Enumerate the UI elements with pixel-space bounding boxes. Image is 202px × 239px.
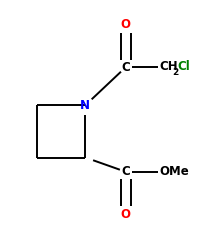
Text: 2: 2 bbox=[172, 68, 178, 77]
Text: C: C bbox=[121, 165, 129, 178]
Text: Cl: Cl bbox=[176, 60, 189, 73]
Text: CH: CH bbox=[158, 60, 177, 73]
Text: O: O bbox=[120, 18, 130, 31]
Text: OMe: OMe bbox=[158, 165, 188, 178]
Text: O: O bbox=[120, 208, 130, 221]
Text: N: N bbox=[80, 99, 90, 112]
Text: C: C bbox=[121, 61, 129, 74]
